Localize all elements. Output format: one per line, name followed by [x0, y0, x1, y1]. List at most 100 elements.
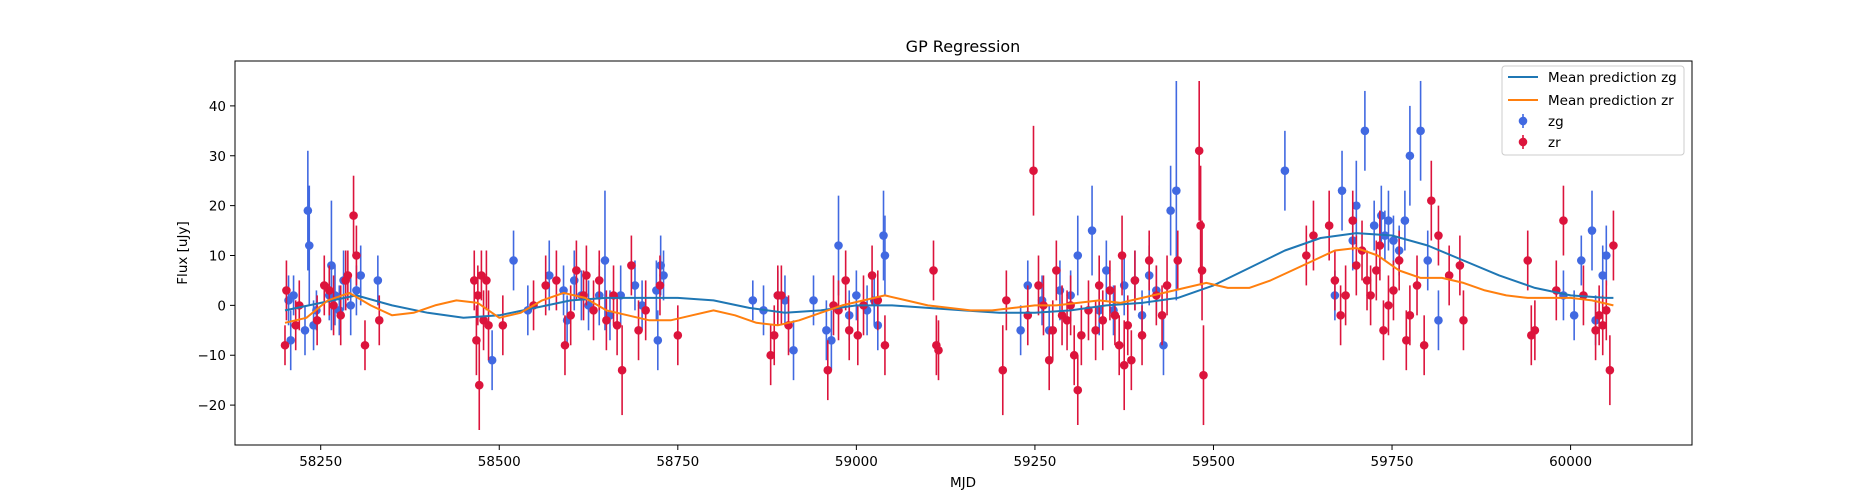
legend-marker-zg — [1518, 114, 1528, 128]
data-point-zr — [1324, 221, 1334, 230]
data-point-zr — [1362, 276, 1372, 285]
y-tick-label: 20 — [209, 199, 226, 215]
data-point-zr — [1601, 306, 1611, 315]
data-point-zr — [541, 281, 550, 290]
data-point-zr — [641, 306, 650, 315]
legend-label-zr-line: Mean prediction zr — [1548, 93, 1674, 109]
series-zr — [280, 80, 1618, 431]
data-point-zr — [374, 316, 384, 325]
data-point-zg — [544, 271, 554, 280]
data-point-zr — [769, 330, 779, 340]
data-point-zr — [612, 321, 622, 330]
data-point-zr — [1173, 256, 1183, 265]
legend-label-zr: zr — [1548, 135, 1561, 151]
data-point-zr — [336, 311, 346, 320]
data-point-zr — [766, 350, 775, 360]
data-point-zg — [1102, 266, 1111, 275]
data-point-zr — [484, 321, 493, 330]
data-point-zg — [827, 335, 836, 345]
data-point-zr — [627, 261, 636, 270]
data-point-zr — [1002, 296, 1011, 305]
data-point-zr — [498, 321, 508, 330]
data-point-zr — [1389, 286, 1398, 295]
data-point-zr — [673, 330, 683, 340]
data-point-zr — [1119, 360, 1129, 370]
x-axis-ticks: 58250 58500 58750 59000 59250 59500 59750 60000 — [299, 445, 1592, 470]
data-point-zr — [1162, 281, 1172, 290]
plot-area — [234, 60, 1693, 446]
data-point-zr — [634, 325, 643, 335]
x-tick-label: 60000 — [1549, 454, 1592, 470]
x-tick-label: 59500 — [1192, 454, 1235, 470]
data-point-zg — [1166, 206, 1175, 215]
data-point-zg — [834, 241, 843, 250]
data-point-zr — [655, 281, 665, 290]
data-point-zr — [1199, 370, 1208, 380]
data-point-zr — [1123, 321, 1133, 330]
y-tick-label: 10 — [209, 248, 226, 264]
data-point-zr — [1034, 281, 1043, 290]
y-tick-label: 40 — [209, 99, 226, 115]
data-point-zg — [852, 291, 861, 300]
data-point-zg — [346, 301, 356, 310]
legend: Mean prediction zg Mean prediction zr zg… — [1501, 65, 1685, 156]
data-point-zg — [809, 296, 818, 305]
data-point-zg — [289, 291, 298, 300]
y-tick-label: −20 — [198, 398, 227, 414]
legend-label-zg-line: Mean prediction zg — [1548, 70, 1677, 86]
data-point-zr — [1098, 316, 1108, 325]
data-point-zr — [552, 276, 561, 285]
data-point-zg — [1416, 126, 1425, 136]
data-point-zg — [304, 241, 314, 250]
data-point-zr — [844, 325, 854, 335]
legend-box — [1501, 65, 1685, 156]
y-axis-label: Flux [uJy] — [175, 221, 191, 284]
legend-marker-zr — [1518, 135, 1528, 149]
data-point-zr — [1609, 241, 1618, 250]
data-point-zr — [1091, 325, 1100, 335]
data-point-zg — [303, 206, 313, 215]
data-point-zr — [1077, 330, 1086, 340]
data-point-zr — [777, 291, 786, 300]
data-point-zr — [349, 211, 358, 220]
data-point-zr — [1066, 301, 1075, 310]
data-point-zg — [1423, 256, 1433, 265]
data-point-zg — [1405, 151, 1415, 161]
data-point-zr — [1137, 330, 1147, 340]
data-point-zg — [880, 251, 890, 260]
data-point-zr — [282, 286, 291, 295]
data-point-zr — [1523, 256, 1533, 265]
data-point-zr — [1412, 281, 1422, 290]
data-point-zr — [998, 365, 1008, 375]
x-tick-label: 58250 — [299, 454, 342, 470]
data-point-zg — [352, 286, 361, 295]
data-point-zr — [1194, 146, 1204, 156]
data-point-zg — [1159, 340, 1168, 350]
data-point-zg — [1172, 186, 1181, 195]
data-point-zr — [1336, 311, 1345, 320]
data-point-zr — [589, 306, 598, 315]
data-point-zr — [469, 276, 479, 285]
data-point-zg — [1352, 201, 1361, 210]
data-point-zg — [653, 335, 663, 345]
data-point-zg — [1337, 186, 1347, 195]
y-tick-label: −10 — [198, 348, 227, 364]
data-point-zr — [1044, 355, 1054, 365]
data-point-zr — [1427, 196, 1436, 205]
data-point-zg — [1119, 281, 1129, 290]
data-point-zr — [343, 271, 353, 280]
data-point-zr — [602, 316, 611, 325]
data-point-zg — [630, 281, 640, 290]
data-point-zg — [1598, 271, 1608, 280]
data-point-zr — [1594, 311, 1604, 320]
y-tick-label: 30 — [209, 149, 226, 165]
data-point-zr — [1069, 350, 1079, 360]
data-point-zg — [286, 335, 296, 345]
data-point-zr — [1559, 216, 1568, 225]
data-point-zg — [879, 231, 888, 240]
data-point-zr — [1029, 166, 1038, 176]
legend-dot — [1518, 116, 1528, 126]
data-point-zr — [1384, 301, 1393, 310]
data-point-zr — [582, 271, 591, 280]
